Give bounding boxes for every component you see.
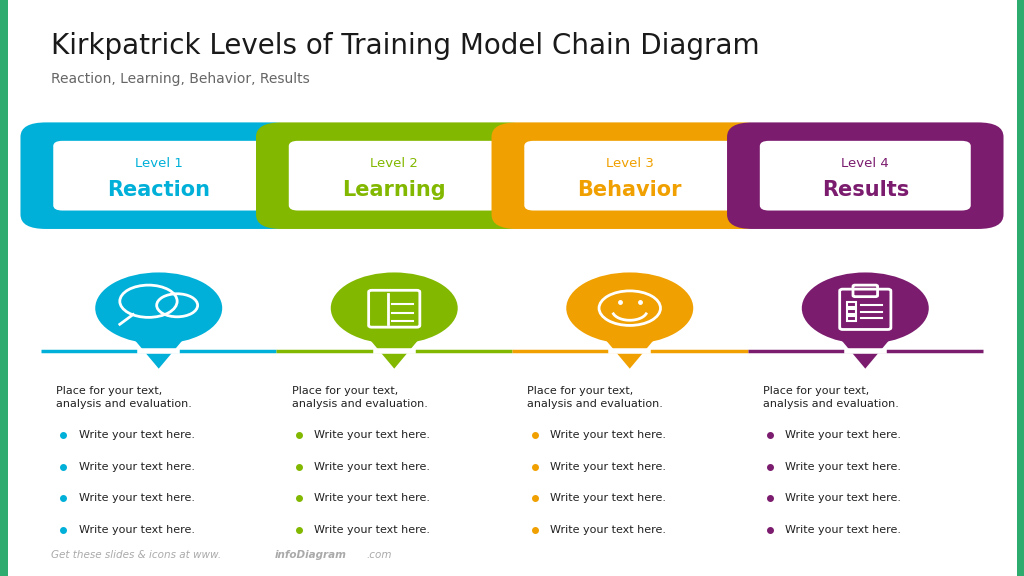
Text: Write your text here.: Write your text here. — [314, 461, 430, 472]
Text: Write your text here.: Write your text here. — [785, 461, 901, 472]
Bar — [847, 302, 856, 308]
Text: Write your text here.: Write your text here. — [550, 461, 666, 472]
Text: Write your text here.: Write your text here. — [79, 461, 195, 472]
Text: Write your text here.: Write your text here. — [550, 430, 666, 440]
Text: Level 4: Level 4 — [842, 157, 889, 169]
Text: infoDiagram: infoDiagram — [274, 550, 346, 560]
Text: Write your text here.: Write your text here. — [314, 430, 430, 440]
Circle shape — [802, 272, 929, 344]
Text: Write your text here.: Write your text here. — [550, 525, 666, 535]
FancyBboxPatch shape — [53, 141, 264, 211]
Text: Write your text here.: Write your text here. — [785, 525, 901, 535]
FancyBboxPatch shape — [289, 141, 500, 211]
Text: Get these slides & icons at www.: Get these slides & icons at www. — [51, 550, 221, 560]
Text: Place for your text,
analysis and evaluation.: Place for your text, analysis and evalua… — [56, 386, 193, 409]
Text: Place for your text,
analysis and evaluation.: Place for your text, analysis and evalua… — [292, 386, 428, 409]
Text: Results: Results — [821, 180, 909, 200]
Text: Behavior: Behavior — [578, 180, 682, 200]
FancyBboxPatch shape — [256, 123, 532, 229]
FancyBboxPatch shape — [524, 141, 735, 211]
Text: Write your text here.: Write your text here. — [314, 493, 430, 503]
Text: Kirkpatrick Levels of Training Model Chain Diagram: Kirkpatrick Levels of Training Model Cha… — [51, 32, 760, 60]
FancyBboxPatch shape — [20, 123, 297, 229]
Polygon shape — [369, 338, 420, 369]
Text: Write your text here.: Write your text here. — [79, 525, 195, 535]
Text: Write your text here.: Write your text here. — [785, 493, 901, 503]
Text: Write your text here.: Write your text here. — [314, 525, 430, 535]
Polygon shape — [604, 338, 655, 369]
Text: Write your text here.: Write your text here. — [785, 430, 901, 440]
Bar — [0, 0, 8, 576]
Text: Level 1: Level 1 — [135, 157, 182, 169]
FancyBboxPatch shape — [727, 123, 1004, 229]
Bar — [847, 309, 856, 314]
Polygon shape — [133, 338, 184, 369]
Circle shape — [95, 272, 222, 344]
Bar — [1017, 0, 1024, 576]
Polygon shape — [840, 338, 891, 369]
Text: Level 3: Level 3 — [606, 157, 653, 169]
Circle shape — [331, 272, 458, 344]
Text: .com: .com — [367, 550, 392, 560]
Bar — [847, 316, 856, 321]
FancyBboxPatch shape — [760, 141, 971, 211]
Text: Reaction, Learning, Behavior, Results: Reaction, Learning, Behavior, Results — [51, 72, 310, 86]
FancyBboxPatch shape — [492, 123, 768, 229]
Text: Learning: Learning — [342, 180, 446, 200]
Text: Write your text here.: Write your text here. — [79, 430, 195, 440]
Text: Place for your text,
analysis and evaluation.: Place for your text, analysis and evalua… — [527, 386, 664, 409]
Text: Reaction: Reaction — [108, 180, 210, 200]
Circle shape — [566, 272, 693, 344]
Text: Write your text here.: Write your text here. — [550, 493, 666, 503]
Text: Write your text here.: Write your text here. — [79, 493, 195, 503]
Text: Level 2: Level 2 — [371, 157, 418, 169]
Text: Place for your text,
analysis and evaluation.: Place for your text, analysis and evalua… — [763, 386, 899, 409]
